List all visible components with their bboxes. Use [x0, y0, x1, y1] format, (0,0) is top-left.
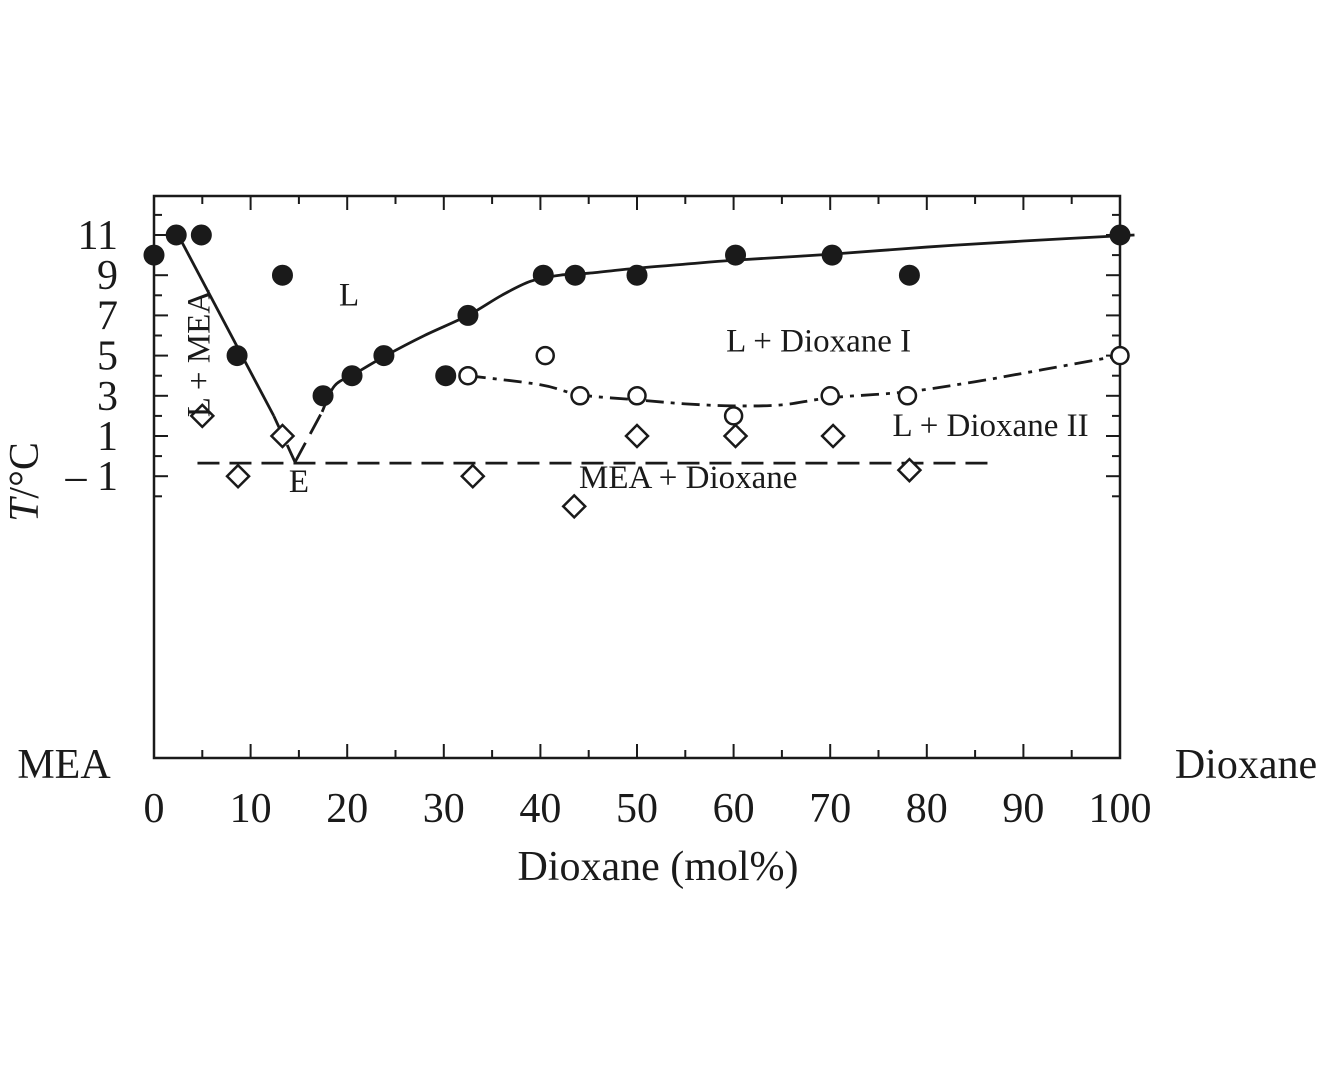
x-tick-label: 100	[1089, 786, 1152, 832]
y-tick-label: 1	[97, 414, 118, 460]
region-label: MEA + Dioxane	[579, 460, 797, 496]
data-point-diamond	[624, 423, 650, 449]
data-point-filled	[532, 264, 554, 286]
data-point-open-circle	[820, 386, 840, 406]
data-point-diamond	[820, 423, 846, 449]
x-tick-label: 50	[616, 786, 658, 832]
y-tick-label: 9	[97, 253, 118, 299]
curve-dashed-1	[272, 415, 297, 463]
x-tick-label: 20	[326, 786, 368, 832]
x-tick-label: 30	[423, 786, 465, 832]
data-point-diamond	[269, 423, 296, 449]
curve-dashdot-4	[467, 354, 1121, 408]
data-point-filled	[143, 244, 165, 266]
data-point-open-circle	[897, 386, 918, 406]
data-point-filled	[564, 264, 586, 286]
data-point-filled	[626, 264, 648, 286]
data-point-open-circle	[570, 386, 590, 406]
curve-dashed-2	[293, 411, 324, 463]
y-axis-title-unit: /°C	[2, 442, 48, 498]
data-point-diamond	[460, 463, 486, 489]
data-point-filled	[165, 224, 187, 246]
x-tick-label: 80	[906, 786, 948, 832]
data-point-filled	[341, 365, 363, 387]
data-point-filled	[725, 244, 747, 266]
data-point-filled	[457, 304, 479, 326]
data-point-filled	[271, 264, 293, 286]
data-point-filled	[373, 345, 395, 367]
region-label: L	[339, 277, 359, 313]
curve-solid-0	[176, 234, 276, 417]
y-tick-label: 5	[97, 334, 118, 380]
data-point-open-circle	[723, 406, 744, 426]
data-point-filled	[1109, 224, 1131, 246]
points-layer	[143, 224, 1131, 520]
data-point-open-circle	[535, 345, 555, 366]
data-point-filled	[190, 224, 212, 246]
data-point-open-circle	[1110, 345, 1130, 366]
region-label: L + Dioxane I	[726, 324, 911, 360]
region-label: E	[289, 464, 309, 500]
x-tick-label: 10	[230, 786, 272, 832]
region-label: L + MEA	[181, 290, 217, 418]
y-tick-label: 3	[97, 374, 118, 420]
data-point-open-circle	[627, 386, 647, 406]
x-axis-title: Dioxane (mol%)	[517, 844, 798, 890]
y-axis-title: T/°C	[2, 442, 48, 522]
data-point-open-circle	[458, 365, 478, 386]
data-point-diamond	[225, 463, 251, 489]
data-point-filled	[312, 385, 334, 407]
data-point-diamond	[189, 403, 216, 429]
y-tick-label: – 1	[65, 454, 119, 500]
x-tick-label: 70	[809, 786, 851, 832]
data-point-diamond	[722, 423, 749, 449]
x-tick-label: 0	[144, 786, 165, 832]
data-point-filled	[898, 264, 920, 286]
data-point-diamond	[561, 493, 587, 520]
y-axis-title-symbol: T	[2, 496, 48, 522]
data-point-diamond	[896, 457, 923, 483]
x-tick-label: 40	[519, 786, 561, 832]
y-tick-label: 11	[78, 213, 118, 259]
data-point-filled	[226, 345, 248, 367]
x-tick-label: 90	[1002, 786, 1044, 832]
labels-layer: L L + MEA L + Dioxane I L + Dioxane II E MEA …	[181, 277, 1088, 500]
data-point-filled	[821, 244, 843, 266]
x-tick-label: 60	[713, 786, 755, 832]
right-end-label: Dioxane	[1175, 742, 1317, 788]
data-point-filled	[435, 365, 457, 387]
region-label: L + Dioxane II	[893, 408, 1089, 444]
y-tick-label: 7	[97, 293, 118, 339]
left-end-label: MEA	[17, 742, 111, 788]
